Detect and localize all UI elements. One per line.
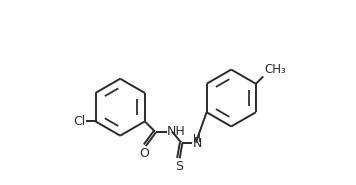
Text: CH₃: CH₃ [264,63,286,75]
Text: H: H [193,134,200,144]
Text: O: O [139,147,149,161]
Text: Cl: Cl [73,115,85,128]
Text: NH: NH [167,125,186,138]
Text: N: N [193,137,202,150]
Text: S: S [175,160,183,173]
